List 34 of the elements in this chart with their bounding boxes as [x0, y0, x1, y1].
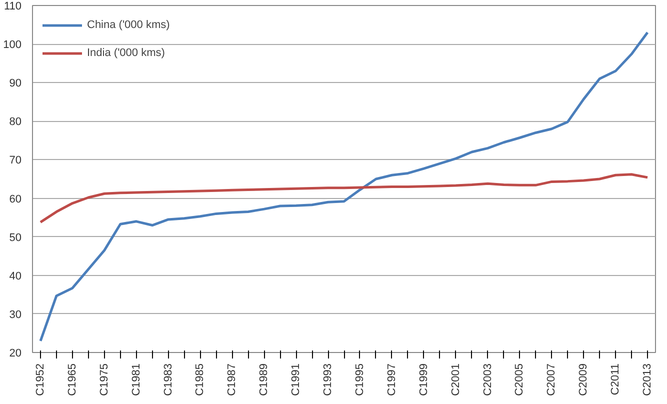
x-tick-label: C2003	[482, 363, 494, 396]
y-tick-label: 40	[9, 270, 22, 282]
x-tick-label: C2001	[450, 363, 462, 396]
x-tick-label: C1983	[162, 363, 174, 396]
y-tick-label: 50	[9, 232, 22, 244]
y-tick-label: 100	[3, 39, 22, 52]
x-tick-label: C1985	[194, 363, 206, 396]
x-tick-label: C1975	[98, 363, 110, 396]
y-tick-label: 20	[9, 348, 22, 360]
x-tick-label: C2013	[642, 363, 654, 396]
line-series	[39, 173, 649, 224]
y-tick-label: 80	[9, 116, 22, 128]
x-tick-label: C1991	[290, 363, 302, 396]
x-tick-label: C1999	[418, 363, 430, 396]
x-tick-label: C2005	[514, 363, 526, 396]
y-tick-label: 110	[4, 0, 22, 12]
legend-label: India ('000 kms)	[87, 47, 165, 59]
x-tick-label: C1965	[66, 363, 78, 396]
x-tick-label: C1989	[258, 363, 270, 396]
x-tick-label: C1987	[226, 363, 238, 396]
y-tick-label: 60	[9, 193, 22, 206]
legend-label: China ('000 kms)	[87, 19, 170, 31]
x-tick-label: C1952	[34, 363, 46, 396]
y-tick-label: 90	[9, 78, 22, 90]
y-tick-label: 30	[9, 308, 22, 321]
x-tick-label: C1995	[354, 363, 366, 396]
x-tick-label: C1993	[322, 363, 334, 396]
x-tick-label: C1981	[130, 363, 142, 396]
y-tick-label: 70	[9, 154, 22, 167]
x-tick-label: C1997	[386, 363, 398, 396]
x-tick-label: C2007	[546, 363, 558, 396]
x-tick-label: C2011	[610, 363, 622, 396]
line-series	[39, 31, 649, 342]
x-tick-label: C2009	[578, 363, 590, 396]
